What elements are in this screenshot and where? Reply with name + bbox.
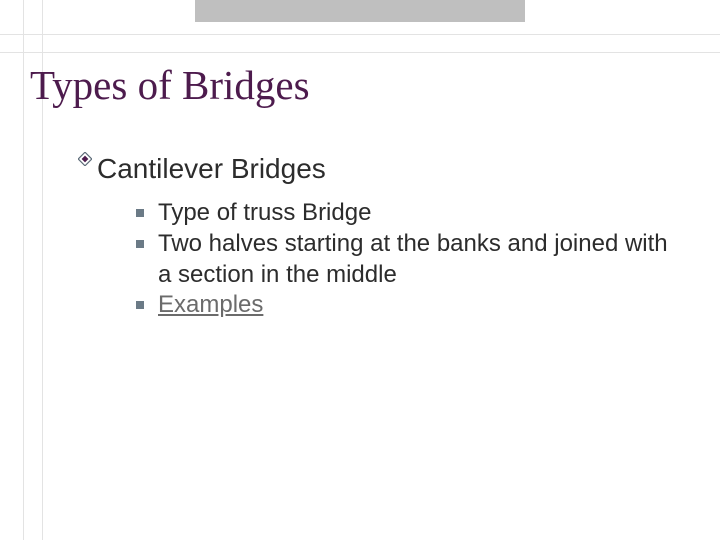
sublist: Type of truss BridgeTwo halves starting … — [136, 198, 680, 321]
divider-horizontal — [0, 52, 720, 53]
link-examples[interactable]: Examples — [158, 290, 680, 321]
square-bullet-icon — [136, 290, 158, 309]
decorative-top-stripe — [195, 0, 525, 22]
square-bullet-icon — [136, 229, 158, 248]
square-bullet-icon — [136, 198, 158, 217]
slide-title: Types of Bridges — [30, 64, 310, 107]
bullet-lvl0: Cantilever Bridges — [78, 152, 680, 186]
bullet-lvl0-text: Cantilever Bridges — [97, 152, 680, 186]
divider-vertical — [23, 0, 24, 540]
list-item-text: Type of truss Bridge — [158, 198, 680, 229]
divider-horizontal — [0, 34, 720, 35]
list-item: Examples — [136, 290, 680, 321]
content-area: Cantilever Bridges Type of truss BridgeT… — [78, 152, 680, 321]
list-item: Two halves starting at the banks and joi… — [136, 229, 680, 290]
diamond-bullet-icon — [78, 152, 97, 166]
list-item: Type of truss Bridge — [136, 198, 680, 229]
slide: Types of Bridges Cantilever Bridges Type… — [0, 0, 720, 540]
list-item-text: Two halves starting at the banks and joi… — [158, 229, 680, 290]
